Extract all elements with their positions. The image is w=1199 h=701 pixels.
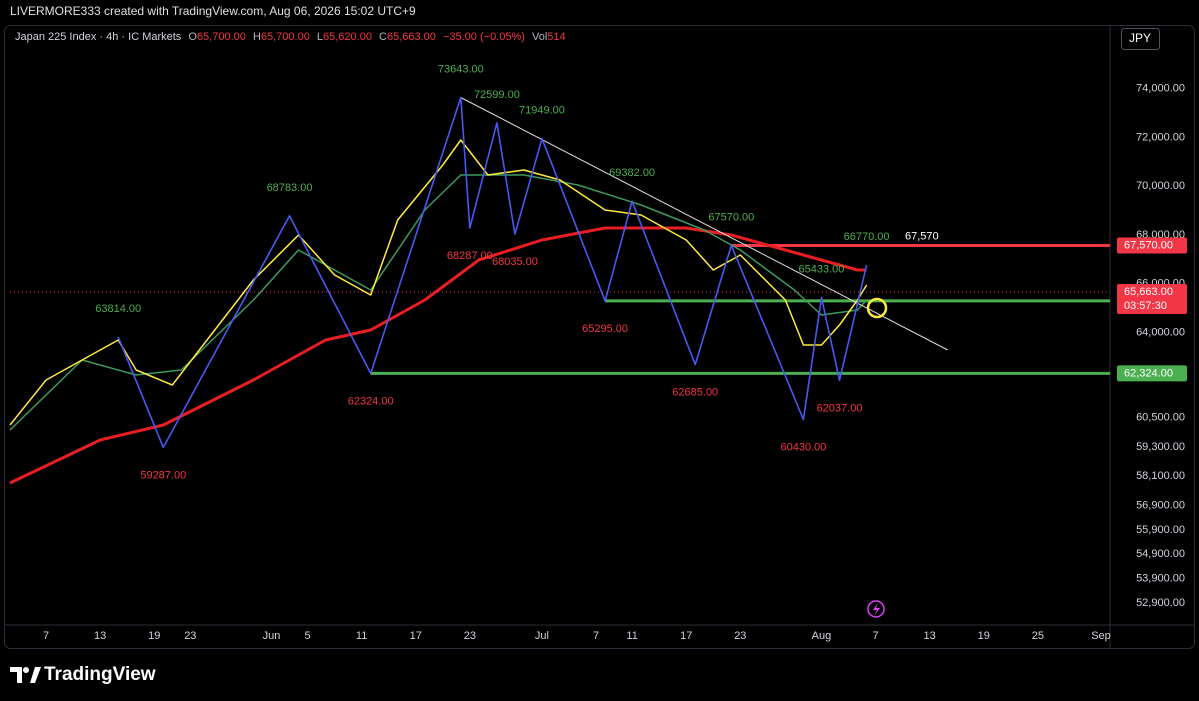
y-tick-label: 74,000.00 (1136, 83, 1185, 95)
pivot-label: 60430.00 (780, 441, 826, 453)
change: −35.00 (−0.05%) (443, 31, 525, 43)
x-tick-label: 7 (593, 630, 599, 642)
quote-key: C (379, 31, 387, 43)
x-tick-label: 23 (734, 630, 746, 642)
x-tick-label: 7 (873, 630, 879, 642)
y-tick-label: 58,100.00 (1136, 470, 1185, 482)
x-tick-label: Sep (1091, 630, 1111, 642)
x-tick-label: Aug (812, 630, 832, 642)
pivot-label: 71949.00 (519, 105, 565, 117)
price-badge-label: 62,324.00 (1124, 367, 1173, 379)
y-tick-label: 56,900.00 (1136, 499, 1185, 511)
moving-average (9, 226, 867, 485)
plot: 63814.00 59287.00 68783.00 62324.00 73643.00… (9, 63, 1110, 485)
y-tick-label: 55,900.00 (1136, 524, 1185, 536)
chart-frame (4, 25, 1195, 649)
pivot-label: 62685.00 (672, 386, 718, 398)
x-tick-label: 13 (924, 630, 936, 642)
symbol: Japan 225 Index · 4h · IC Markets (15, 31, 182, 43)
x-tick-label: 5 (304, 630, 310, 642)
last-price-badge (1117, 283, 1187, 314)
quote-value: 65,663.00 (387, 31, 436, 43)
logo-dot (23, 667, 29, 673)
quote-key: L (317, 31, 323, 43)
volume-key: Vol (532, 31, 547, 43)
price-badge-label: 67,570.00 (1124, 239, 1173, 251)
moving-average (9, 139, 868, 426)
x-tick-label: 11 (626, 630, 637, 642)
level-annotation: 67,570 (905, 230, 939, 242)
x-tick-label: 17 (680, 630, 692, 642)
y-tick-label: 70,000.00 (1136, 180, 1185, 192)
x-tick-label: 23 (184, 630, 196, 642)
quote-key: O (188, 31, 197, 43)
y-tick-label: 54,900.00 (1136, 548, 1185, 560)
pivot-label: 67570.00 (708, 211, 754, 223)
x-tick-label: 7 (43, 630, 49, 642)
pivot-label: 69382.00 (609, 167, 655, 179)
currency-button[interactable] (1121, 28, 1160, 50)
legend: Japan 225 Index · 4h · IC Markets O65,70… (15, 31, 566, 43)
pivot-label: 62037.00 (817, 402, 863, 414)
x-tick-label: Jun (263, 630, 281, 642)
x-tick-label: 19 (148, 630, 160, 642)
logo-mark (10, 667, 22, 683)
y-tick-label: 60,500.00 (1136, 412, 1185, 424)
x-tick-label: 17 (410, 630, 422, 642)
credit: LIVERMORE333 created with TradingView.co… (10, 4, 416, 18)
brand-logo (10, 667, 41, 683)
currency[interactable]: JPY (1129, 31, 1151, 45)
y-tick-label: 59,300.00 (1136, 441, 1185, 453)
quote-value: 65,700.00 (261, 31, 310, 43)
pivot-label: 68035.00 (492, 256, 538, 268)
moving-average (9, 174, 868, 431)
pivot-label: 63814.00 (95, 303, 141, 315)
alert-icon[interactable] (867, 600, 885, 618)
y-tick-label: 52,900.00 (1136, 597, 1185, 609)
countdown: 03:57:30 (1124, 300, 1167, 312)
pivot-label: 65433.00 (799, 263, 845, 275)
x-tick-label: 19 (978, 630, 990, 642)
pivot-label: 68783.00 (267, 182, 313, 194)
pivot-label: 59287.00 (140, 469, 186, 481)
last-price-label: 65,663.00 (1124, 286, 1173, 298)
zigzag (117, 96, 868, 449)
volume-value: 514 (547, 31, 565, 43)
pivot-label: 68287.00 (447, 250, 493, 262)
pivot-label: 66770.00 (844, 231, 890, 243)
alert-bolt (873, 603, 880, 616)
price-badge (1117, 237, 1187, 254)
x-tick-label: Jul (535, 630, 549, 642)
pivot-label: 62324.00 (348, 395, 394, 407)
pivot-label: 65295.00 (582, 323, 628, 335)
x-tick-label: 25 (1032, 630, 1044, 642)
x-tick-label: 13 (94, 630, 106, 642)
y-tick-label: 64,000.00 (1136, 326, 1185, 338)
quote-key: H (253, 31, 261, 43)
brand: TradingView (44, 664, 156, 685)
x-tick-label: 11 (356, 630, 367, 642)
x-tick-label: 23 (464, 630, 476, 642)
pivot-label: 73643.00 (438, 63, 484, 75)
y-tick-label: 72,000.00 (1136, 131, 1185, 143)
y-tick-label: 53,900.00 (1136, 573, 1185, 585)
logo-mark (30, 667, 41, 683)
quote-value: 65,620.00 (323, 31, 372, 43)
highlight-circle (866, 297, 888, 319)
pivot-label: 72599.00 (474, 89, 520, 101)
quote-value: 65,700.00 (197, 31, 246, 43)
price-badge (1117, 365, 1187, 382)
